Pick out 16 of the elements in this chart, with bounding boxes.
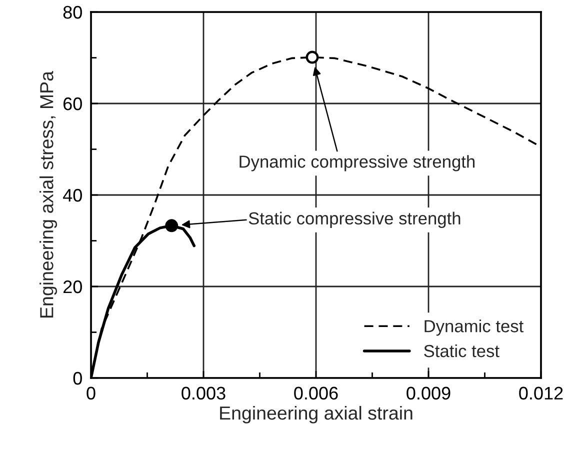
y-tick-label: 20 xyxy=(63,280,82,294)
legend-label: Dynamic test xyxy=(424,320,524,336)
x-tick-label: 0.006 xyxy=(294,386,338,400)
annotation: Static compressive strength xyxy=(248,212,460,228)
y-tick-label: 60 xyxy=(64,97,82,110)
x-tick-label: 0.012 xyxy=(519,386,563,400)
y-tick-label: 80 xyxy=(63,6,82,19)
y-axis-title: Engineering axial stress, MPa xyxy=(40,70,58,318)
x-axis-title: Engineering axial strain xyxy=(220,406,412,424)
legend-label: Static test xyxy=(424,344,500,358)
x-tick-label: 0.003 xyxy=(182,386,226,400)
x-tick-label: 0.009 xyxy=(406,386,450,400)
annotation: Dynamic compressive strength xyxy=(240,155,475,172)
y-tick-label: 40 xyxy=(63,188,82,202)
y-tick-label: 0 xyxy=(73,372,82,385)
x-tick-label: 0 xyxy=(86,386,96,400)
